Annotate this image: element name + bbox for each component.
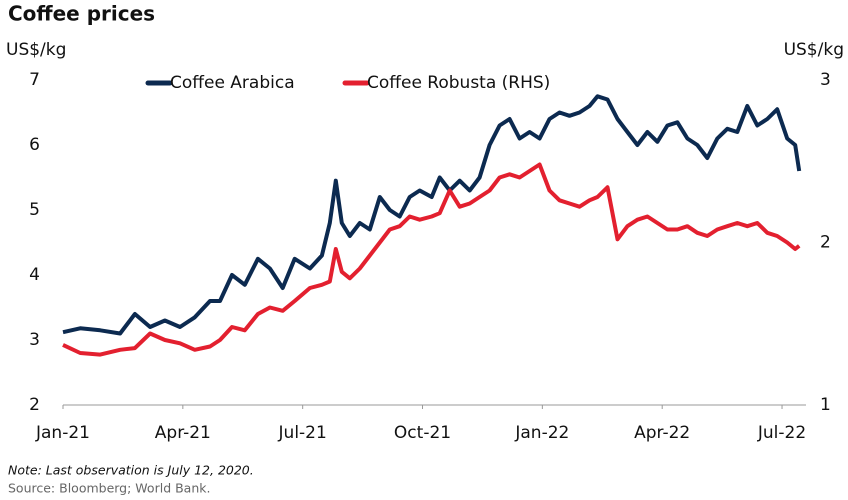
source: Source: Bloomberg; World Bank. [8,481,210,496]
data-line [62,162,801,357]
y2-tick-label: 3 [820,70,831,90]
x-tick-label: Jul-21 [278,423,327,443]
y-tick-label: 5 [29,200,40,220]
x-tick-label: Oct-21 [394,423,451,443]
x-tick-label: Apr-21 [155,423,211,443]
legend-label: Coffee Robusta (RHS) [367,73,550,93]
data-line [62,94,802,336]
y2-tick-label: 1 [820,395,831,415]
legend-label: Coffee Arabica [170,73,295,93]
y2-axis-label: US$/kg [784,40,844,60]
y-tick-label: 7 [29,70,40,90]
y-tick-label: 2 [29,395,40,415]
chart-title: Coffee prices [8,2,155,26]
x-tick-label: Jan-21 [35,423,90,443]
note: Note: Last observation is July 12, 2020. [8,463,254,478]
x-tick-label: Jul-22 [757,423,806,443]
x-tick-label: Jan-22 [514,423,569,443]
y-tick-label: 4 [29,265,40,285]
y2-tick-label: 2 [820,233,831,253]
y-axis-label: US$/kg [6,40,66,60]
x-tick-label: Apr-22 [634,423,690,443]
y-tick-label: 3 [29,330,40,350]
y-tick-label: 6 [29,135,40,155]
